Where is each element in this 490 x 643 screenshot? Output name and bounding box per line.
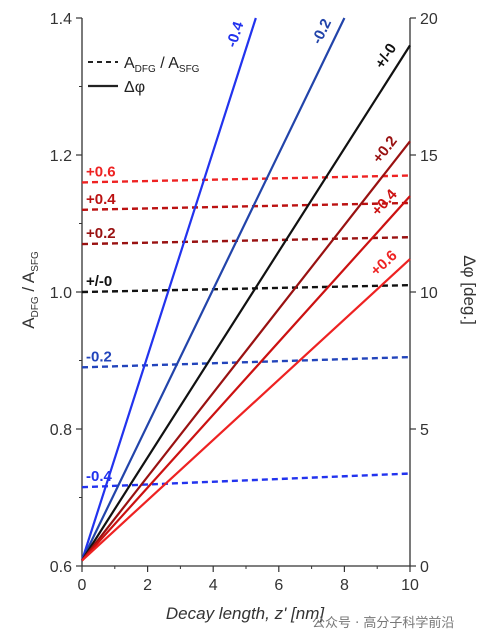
amplitude-line-_0_2 <box>81 236 411 246</box>
amplitude-label: +0.6 <box>86 163 116 180</box>
y-right-tick-label: 10 <box>420 285 438 302</box>
y-right-tick-label: 20 <box>420 11 438 28</box>
x-tick-label: 4 <box>209 577 218 594</box>
amplitude-line-___0 <box>81 283 411 294</box>
y-left-tick-label: 1.0 <box>50 285 72 302</box>
legend-entry-amplitude: ADFG / ASFG <box>124 55 200 75</box>
y-right-tick-label: 0 <box>420 559 429 576</box>
amplitude-label: -0.4 <box>86 468 113 485</box>
amplitude-label: +0.2 <box>86 225 116 242</box>
axes-layer: 0 2 4 6 8 10 0.6 0.8 1.0 1.2 1.4 0 5 10 15 20 <box>50 11 438 594</box>
x-axis-title: Decay length, z' [nm] <box>166 604 325 623</box>
amplitude-line-_0_4 <box>81 201 411 211</box>
amplitude-label: +/-0 <box>86 273 112 290</box>
x-tick-label: 8 <box>340 577 349 594</box>
amplitude-line-_0_6 <box>81 174 411 184</box>
watermark: 公众号 · 高分子科学前沿 <box>312 615 454 631</box>
phase-line-___0 <box>81 44 411 562</box>
amplitude-line-_0_4 <box>81 472 411 489</box>
x-tick-label: 0 <box>78 577 87 594</box>
phase-label: -0.2 <box>308 16 335 47</box>
x-tick-label: 2 <box>143 577 152 594</box>
y-left-tick-label: 1.4 <box>50 11 72 28</box>
amplitude-line-_0_2 <box>81 355 411 369</box>
y-left-tick-label: 0.6 <box>50 559 72 576</box>
amplitude-label: +0.4 <box>86 191 116 208</box>
x-tick-label: 6 <box>274 577 283 594</box>
y-axis-left-title: ADFG / ASFG <box>19 251 41 329</box>
legend: ADFG / ASFG Δφ <box>88 55 200 96</box>
phase-line-_0_2 <box>81 140 411 562</box>
y-axis-right-title: Δφ [deg.] <box>460 255 479 325</box>
phase-label: -0.4 <box>223 19 247 49</box>
phase-line-_0_4 <box>81 195 411 562</box>
series-layer <box>80 17 411 562</box>
y-right-tick-label: 5 <box>420 422 429 439</box>
phase-line-_0_2 <box>81 17 346 561</box>
phase-label: +0.6 <box>367 247 400 280</box>
phase-line-_0_6 <box>81 258 411 562</box>
y-left-tick-label: 1.2 <box>50 148 72 165</box>
y-left-tick-label: 0.8 <box>50 422 72 439</box>
y-right-tick-label: 15 <box>420 148 438 165</box>
amplitude-label: -0.2 <box>86 348 112 365</box>
legend-entry-phase: Δφ <box>124 79 145 96</box>
x-tick-label: 10 <box>401 577 419 594</box>
phase-label: +0.2 <box>369 133 401 167</box>
phase-line-_0_4 <box>80 17 257 561</box>
